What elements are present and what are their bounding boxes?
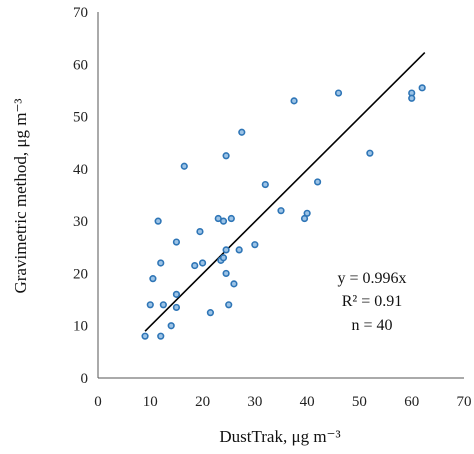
data-point xyxy=(172,303,181,312)
data-point xyxy=(230,280,238,288)
data-point xyxy=(219,254,228,262)
x-tick-label: 10 xyxy=(143,394,158,410)
data-point xyxy=(167,322,175,330)
data-point xyxy=(154,217,162,225)
data-points xyxy=(141,84,426,340)
r-squared-annotation: R² = 0.91 xyxy=(342,293,403,310)
data-point xyxy=(196,228,204,236)
data-point xyxy=(366,149,374,157)
data-point xyxy=(172,290,181,298)
x-tick-label: 40 xyxy=(300,394,315,410)
data-point xyxy=(198,259,207,267)
y-tick-label: 40 xyxy=(73,162,88,178)
equation-annotation: y = 0.996x xyxy=(337,270,406,287)
x-tick-label: 0 xyxy=(94,394,102,410)
data-point xyxy=(222,246,230,254)
data-point xyxy=(261,180,269,189)
sample-size-annotation: n = 40 xyxy=(351,317,392,334)
data-point xyxy=(408,94,416,102)
x-tick-label: 70 xyxy=(457,394,472,410)
regression-line xyxy=(144,51,426,332)
data-point xyxy=(235,246,243,254)
data-point xyxy=(159,301,167,309)
data-point xyxy=(225,301,233,309)
y-tick-label: 70 xyxy=(73,5,88,21)
x-tick-label: 50 xyxy=(352,394,367,410)
data-point xyxy=(222,152,230,160)
axes xyxy=(97,12,464,379)
y-axis-title: Gravimetric method, μg m⁻³ xyxy=(11,98,30,293)
data-point xyxy=(303,209,311,217)
y-tick-label: 0 xyxy=(81,371,89,387)
x-tick-label: 30 xyxy=(247,394,262,410)
y-tick-labels: 0 10 20 30 40 50 60 70 xyxy=(73,5,88,387)
y-tick-label: 20 xyxy=(73,266,88,282)
data-point xyxy=(314,178,322,186)
data-point xyxy=(290,97,298,105)
data-point xyxy=(219,217,228,225)
y-tick-label: 10 xyxy=(73,319,88,335)
y-tick-label: 50 xyxy=(73,110,88,126)
data-point xyxy=(157,259,165,267)
x-tick-label: 60 xyxy=(404,394,419,410)
data-point xyxy=(222,269,230,278)
data-point xyxy=(277,207,285,215)
y-tick-label: 60 xyxy=(73,57,88,73)
x-axis-title: DustTrak, μg m⁻³ xyxy=(219,427,340,446)
data-point xyxy=(334,89,343,97)
data-point xyxy=(180,162,188,170)
x-tick-labels: 0 10 20 30 40 50 60 70 xyxy=(94,394,471,410)
data-point xyxy=(172,238,181,246)
data-point xyxy=(206,309,215,317)
y-tick-label: 30 xyxy=(73,214,88,230)
data-point xyxy=(238,128,246,136)
data-point xyxy=(157,332,165,340)
data-point xyxy=(227,214,235,223)
data-point xyxy=(149,275,157,283)
data-point xyxy=(141,332,149,340)
data-point xyxy=(251,241,259,249)
x-tick-label: 20 xyxy=(195,394,210,410)
data-point xyxy=(146,301,154,309)
data-point xyxy=(418,84,426,92)
data-point xyxy=(191,261,199,270)
